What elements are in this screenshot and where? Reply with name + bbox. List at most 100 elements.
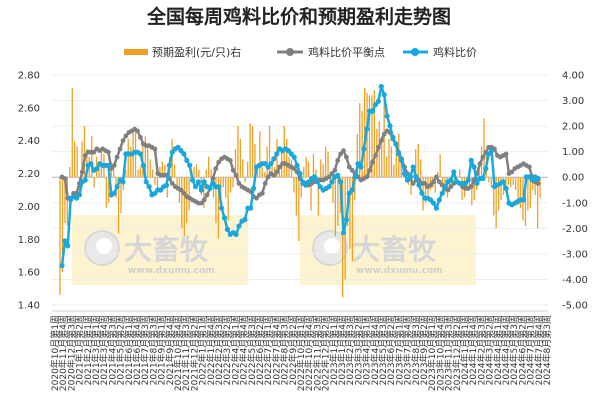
profit-bar — [234, 149, 237, 178]
ratio-point — [216, 184, 222, 190]
legend-item-balance[interactable]: 鸡料比价平衡点 — [277, 45, 385, 59]
profit-bar — [251, 126, 254, 178]
profit-bar — [152, 169, 154, 178]
watermark-brand: 大畜牧 — [124, 233, 209, 266]
ratio-point — [358, 164, 364, 170]
profit-bar — [61, 177, 64, 272]
balance-point — [271, 172, 277, 178]
profit-bar — [512, 177, 514, 185]
ratio-point — [143, 179, 149, 185]
profit-bar — [83, 126, 86, 178]
balance-point — [422, 181, 428, 186]
profit-bar — [303, 167, 305, 178]
x-tick-label: 2023年12月第2周 — [451, 315, 463, 391]
x-tick-label: 2021年8月第3周 — [147, 315, 159, 385]
x-tick-label: 2021年3月第1周 — [90, 315, 102, 385]
profit-bar — [293, 177, 295, 193]
profit-bar — [176, 177, 178, 190]
balance-point — [108, 166, 114, 172]
balance-point — [376, 144, 381, 150]
ratio-point — [378, 83, 384, 90]
profit-bar — [139, 167, 142, 178]
balance-point — [210, 176, 216, 181]
ratio-point — [407, 174, 413, 180]
x-tick-label: 2021年12月第2周 — [188, 315, 200, 391]
balance-point — [114, 154, 120, 160]
profit-bar — [242, 159, 244, 178]
profit-bar — [237, 126, 239, 178]
balance-point — [329, 171, 335, 177]
ratio-point — [207, 185, 213, 191]
right-tick-label: -5.00 — [562, 301, 588, 312]
x-tick-label: 2023年6月第2周 — [385, 315, 397, 385]
profit-bar — [385, 156, 388, 178]
right-tick-label: 1.00 — [562, 147, 584, 158]
x-tick-label: 2020年11月第4周 — [57, 315, 69, 391]
profit-bar — [351, 177, 354, 262]
profit-bar — [203, 177, 205, 208]
balance-point — [181, 190, 187, 196]
profit-bar — [198, 169, 200, 178]
ratio-point — [329, 179, 335, 185]
ratio-point — [201, 179, 207, 185]
profit-bar — [507, 177, 509, 185]
x-tick-label: 2021年11月第3周 — [180, 315, 192, 391]
profit-bar — [410, 177, 412, 196]
balance-point — [445, 187, 451, 193]
left-tick-label: 2.00 — [18, 202, 40, 213]
x-tick-label: 2023年2月第3周 — [344, 315, 356, 385]
profit-bar — [159, 167, 161, 178]
legend-item-ratio[interactable]: 鸡料比价 — [403, 45, 477, 59]
profit-bar — [181, 177, 183, 229]
profit-bar — [400, 159, 402, 178]
profit-bar — [300, 177, 302, 198]
profit-bar — [137, 169, 139, 178]
profit-bar — [108, 177, 110, 203]
x-tick-label: 2024年1月第1周 — [459, 315, 471, 385]
left-tick-label: 1.40 — [18, 301, 40, 312]
profit-bar — [210, 169, 212, 178]
profit-bar — [473, 177, 475, 201]
ratio-point — [419, 190, 425, 196]
profit-bar — [64, 177, 66, 224]
profit-bar — [81, 141, 83, 178]
profit-bar — [417, 144, 419, 178]
ratio-point — [195, 179, 201, 185]
right-tick-label: 4.00 — [562, 71, 584, 82]
ratio-point — [483, 166, 489, 172]
ratio-point — [535, 175, 541, 182]
profit-bar — [186, 177, 188, 224]
ratio-point — [146, 184, 152, 190]
profit-bar — [205, 169, 207, 178]
x-tick-label: 2021年5月第2周 — [115, 315, 127, 385]
profit-bar — [154, 177, 156, 185]
ratio-point — [387, 123, 393, 129]
x-tick-label: 2022年1月第4周 — [205, 315, 217, 385]
profit-bar — [368, 95, 371, 178]
profit-bar — [93, 177, 95, 188]
x-tick-label: 2024年3月第2周 — [484, 315, 496, 385]
ratio-point — [352, 174, 358, 180]
profit-bar — [317, 177, 319, 216]
right-tick-label: -4.00 — [562, 275, 588, 286]
ratio-point — [94, 166, 100, 172]
legend-label-profit: 预期盈利(元/只)右 — [152, 45, 241, 59]
watermark-url: www.dxumu.com — [128, 266, 215, 276]
balance-point — [169, 181, 175, 186]
ratio-point — [442, 184, 448, 190]
legend-item-profit[interactable]: 预期盈利(元/只)右 — [124, 45, 241, 59]
ratio-point — [436, 197, 442, 203]
balance-point — [82, 153, 88, 158]
balance-point — [341, 148, 346, 154]
right-tick-label: -2.00 — [562, 224, 588, 235]
profit-bar — [74, 141, 76, 178]
x-tick-label: 2021年7月第3周 — [139, 315, 151, 385]
ratio-point — [114, 184, 120, 190]
balance-point — [152, 146, 158, 152]
profit-bar — [125, 169, 127, 178]
profit-bar — [98, 164, 100, 178]
profit-bar — [315, 169, 317, 178]
profit-bar — [320, 159, 322, 178]
balance-point — [477, 161, 483, 167]
profit-bar — [256, 167, 259, 178]
